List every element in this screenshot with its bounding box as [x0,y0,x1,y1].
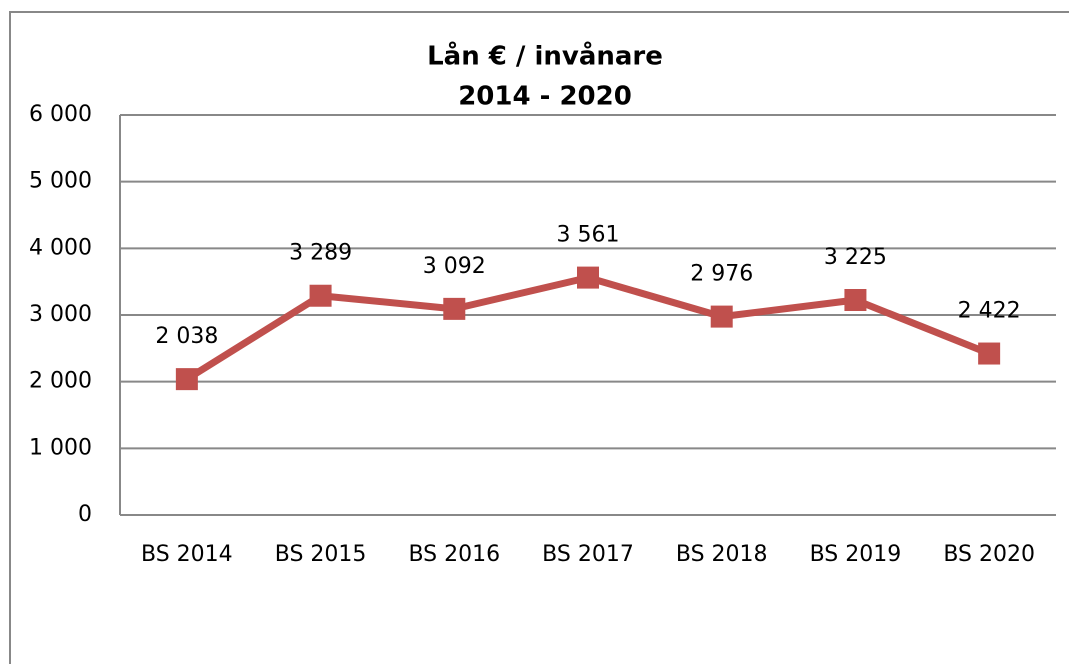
marker [844,289,867,311]
y-tick-label: 0 [78,502,92,527]
x-tick-label: BS 2016 [408,542,500,567]
data-line [185,274,991,383]
marker [309,284,332,307]
x-tick-label: BS 2017 [542,542,634,567]
marker [175,368,198,391]
data-label: 3 289 [289,241,352,266]
y-tick-label: 6 000 [29,102,92,127]
y-tick-label: 1 000 [29,435,92,460]
data-label: 3 225 [824,245,887,270]
data-label: 3 561 [557,223,620,248]
y-tick-label: 4 000 [29,235,92,260]
data-label: 3 092 [423,254,486,279]
x-tick-label: BS 2018 [676,542,768,567]
x-tick-label: BS 2015 [275,542,367,567]
chart-subtitle: 2014 - 2020 [458,82,632,112]
x-tick-label: BS 2019 [810,542,902,567]
data-label: 2 976 [690,262,753,287]
x-tick-label: BS 2020 [943,542,1035,567]
frame [9,11,1069,664]
chart-title: Lån € / invånare [427,40,663,72]
x-tick-label: BS 2014 [141,542,233,567]
data-label: 2 038 [155,324,218,349]
marker [577,266,599,289]
data-label: 2 422 [958,299,1021,324]
marker [978,342,1001,365]
y-tick-label: 5 000 [29,169,92,194]
marker [443,297,466,320]
y-tick-label: 2 000 [29,369,92,394]
y-tick-label: 3 000 [29,302,92,327]
marker [710,305,733,328]
